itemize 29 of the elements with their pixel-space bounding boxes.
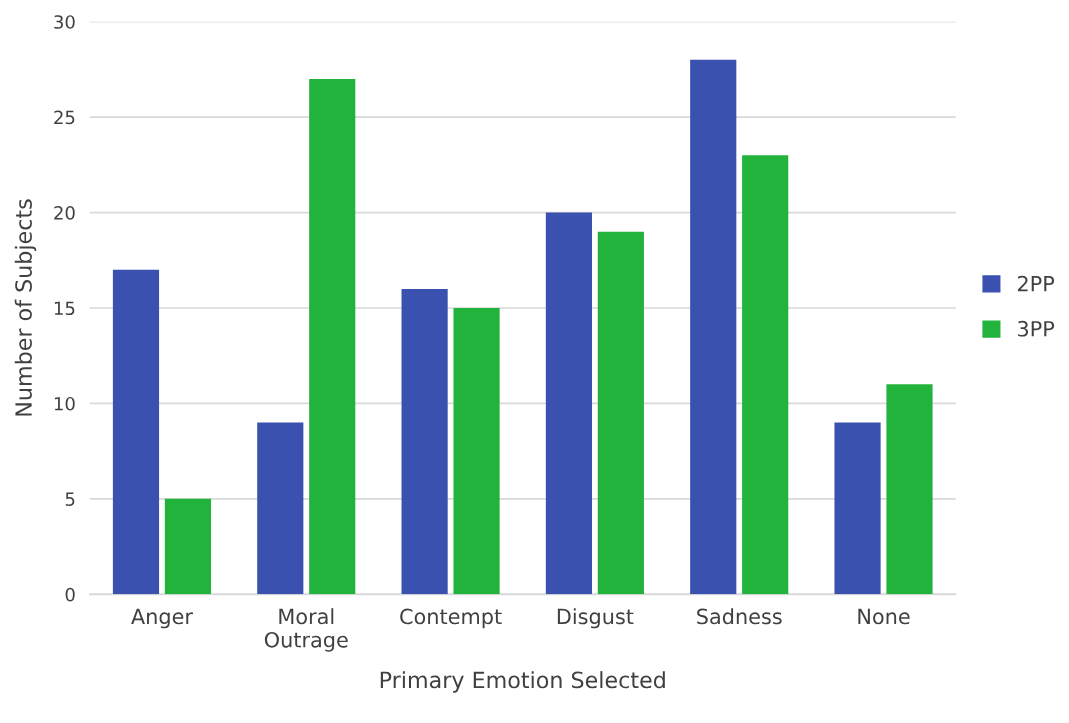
y-tick-label: 25 (54, 110, 75, 125)
y-tick-label: 5 (65, 492, 75, 506)
x-tick-label: Sadness (697, 608, 782, 625)
bar (545, 212, 593, 595)
x-tick-label: Anger (131, 608, 193, 629)
y-axis-title: Number of Subjects (14, 199, 37, 416)
x-axis-title: Primary Emotion Selected (380, 671, 665, 693)
bar (309, 78, 356, 595)
bar (401, 288, 448, 595)
legend-label: 3PP (1018, 320, 1055, 337)
bar (164, 498, 212, 595)
bar (834, 422, 881, 595)
x-tick-label: Moral Outrage (264, 608, 348, 652)
x-tick-label: None (858, 608, 910, 625)
bar (453, 308, 500, 595)
bar (597, 231, 644, 595)
y-tick-label: 30 (54, 15, 75, 29)
x-tick-label: Contempt (400, 608, 502, 629)
y-tick-label: 0 (65, 587, 75, 602)
bar (690, 59, 737, 595)
bar (112, 269, 160, 595)
bar (886, 384, 933, 595)
x-tick-label: Disgust (557, 608, 634, 629)
bar (257, 422, 304, 595)
y-tick-label: 20 (54, 206, 75, 220)
y-tick-label: 15 (54, 301, 75, 316)
bar (742, 155, 789, 595)
legend-label: 2PP (1017, 275, 1055, 292)
y-tick-label: 10 (54, 396, 75, 411)
